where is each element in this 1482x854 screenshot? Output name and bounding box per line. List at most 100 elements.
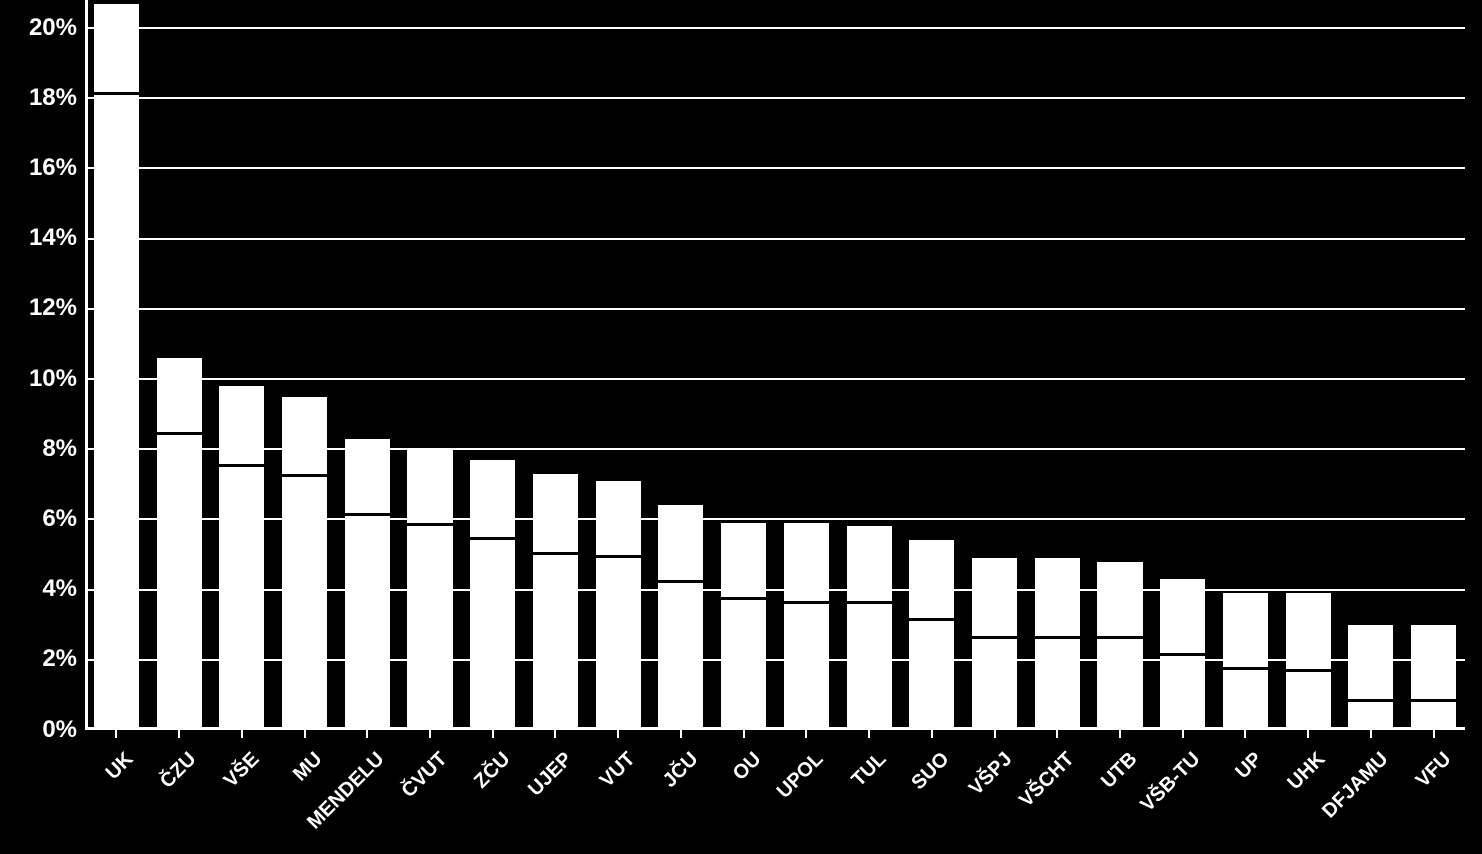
bar-segment — [658, 505, 703, 579]
bar-segment — [909, 621, 954, 730]
x-tick-label: DFJAMU — [1318, 748, 1393, 823]
x-tick — [1433, 730, 1435, 738]
bar-segment — [721, 523, 766, 597]
x-tick-label: VŠCHT — [1015, 748, 1079, 812]
gridline — [85, 308, 1465, 310]
gridline — [85, 27, 1465, 29]
x-tick — [617, 730, 619, 738]
x-tick — [1244, 730, 1246, 738]
y-tick-label: 12% — [29, 294, 77, 322]
bar-segment — [1160, 656, 1205, 730]
x-tick — [178, 730, 180, 738]
bar-UK — [94, 4, 139, 730]
bar-DFJAMU — [1348, 625, 1393, 730]
y-axis — [85, 0, 88, 730]
bar-MU — [282, 397, 327, 730]
bar-segment — [596, 558, 641, 730]
bar-VUT — [596, 481, 641, 730]
bar-OU — [721, 523, 766, 730]
x-tick-label: VŠE — [220, 748, 265, 793]
bar-segment — [784, 523, 829, 601]
bar-SUO — [909, 540, 954, 730]
bar-segment — [345, 439, 390, 513]
x-tick — [492, 730, 494, 738]
x-tick-label: UPOL — [773, 748, 829, 804]
bar-segment — [1286, 672, 1331, 730]
bar-segment — [1160, 579, 1205, 653]
y-tick-label: 14% — [29, 224, 77, 252]
bar-segment — [219, 386, 264, 464]
bar-segment — [1348, 625, 1393, 699]
y-tick-label: 10% — [29, 365, 77, 393]
bar-UHK — [1286, 593, 1331, 730]
bar-segment — [157, 435, 202, 730]
y-tick-label: 0% — [42, 716, 77, 744]
x-tick — [1056, 730, 1058, 738]
x-tick-label: UTB — [1097, 748, 1142, 793]
bar-JČU — [658, 505, 703, 730]
bar-segment — [972, 558, 1017, 636]
bar-segment — [94, 95, 139, 730]
y-tick-label: 20% — [29, 14, 77, 42]
bar-MENDELU — [345, 439, 390, 730]
x-tick-label: UP — [1232, 748, 1268, 784]
x-tick-label: VUT — [596, 748, 641, 793]
bar-TUL — [847, 526, 892, 730]
bar-segment — [1223, 670, 1268, 730]
gridline — [85, 378, 1465, 380]
bar-segment — [1035, 558, 1080, 636]
gridline — [85, 97, 1465, 99]
bar-UJEP — [533, 474, 578, 730]
bar-segment — [972, 639, 1017, 730]
x-tick-label: UJEP — [525, 748, 578, 801]
bar-UP — [1223, 593, 1268, 730]
x-tick-label: ČZU — [156, 748, 201, 793]
bar-segment — [282, 477, 327, 730]
bar-segment — [282, 397, 327, 475]
bar-segment — [345, 516, 390, 730]
bar-UTB — [1097, 562, 1142, 730]
chart-container: 0%2%4%6%8%10%12%14%16%18%20% UKČZUVŠEMUM… — [0, 0, 1482, 854]
x-tick — [805, 730, 807, 738]
x-tick — [366, 730, 368, 738]
bar-segment — [1411, 625, 1456, 699]
bar-segment — [1097, 639, 1142, 730]
x-tick-label: ZČU — [470, 748, 515, 793]
x-tick — [1182, 730, 1184, 738]
bar-segment — [470, 540, 515, 730]
bar-segment — [658, 583, 703, 730]
x-tick — [743, 730, 745, 738]
x-tick — [554, 730, 556, 738]
x-tick — [429, 730, 431, 738]
gridline — [85, 238, 1465, 240]
x-tick — [680, 730, 682, 738]
bar-ČVUT — [407, 449, 452, 730]
y-tick-label: 4% — [42, 575, 77, 603]
bar-UPOL — [784, 523, 829, 730]
x-tick-label: UHK — [1284, 748, 1331, 795]
bar-segment — [407, 526, 452, 730]
x-tick-label: UK — [102, 748, 139, 785]
bar-segment — [721, 600, 766, 730]
bar-segment — [1035, 639, 1080, 730]
x-tick-label: VŠB-TU — [1136, 748, 1205, 817]
bar-ČZU — [157, 358, 202, 730]
x-tick-label: ČVUT — [397, 748, 452, 803]
bar-segment — [847, 526, 892, 600]
x-tick-label: VFU — [1411, 748, 1456, 793]
bar-VŠPJ — [972, 558, 1017, 730]
bar-segment — [1223, 593, 1268, 667]
bar-segment — [784, 604, 829, 730]
x-tick-label: VŠPJ — [964, 748, 1016, 800]
bar-ZČU — [470, 460, 515, 730]
x-tick — [1307, 730, 1309, 738]
x-tick-label: OU — [728, 748, 765, 785]
gridline — [85, 167, 1465, 169]
bar-VFU — [1411, 625, 1456, 730]
bar-segment — [407, 449, 452, 523]
bar-segment — [94, 4, 139, 92]
bar-segment — [533, 474, 578, 552]
bar-segment — [533, 555, 578, 730]
x-tick-label: JČU — [659, 748, 704, 793]
x-tick — [115, 730, 117, 738]
